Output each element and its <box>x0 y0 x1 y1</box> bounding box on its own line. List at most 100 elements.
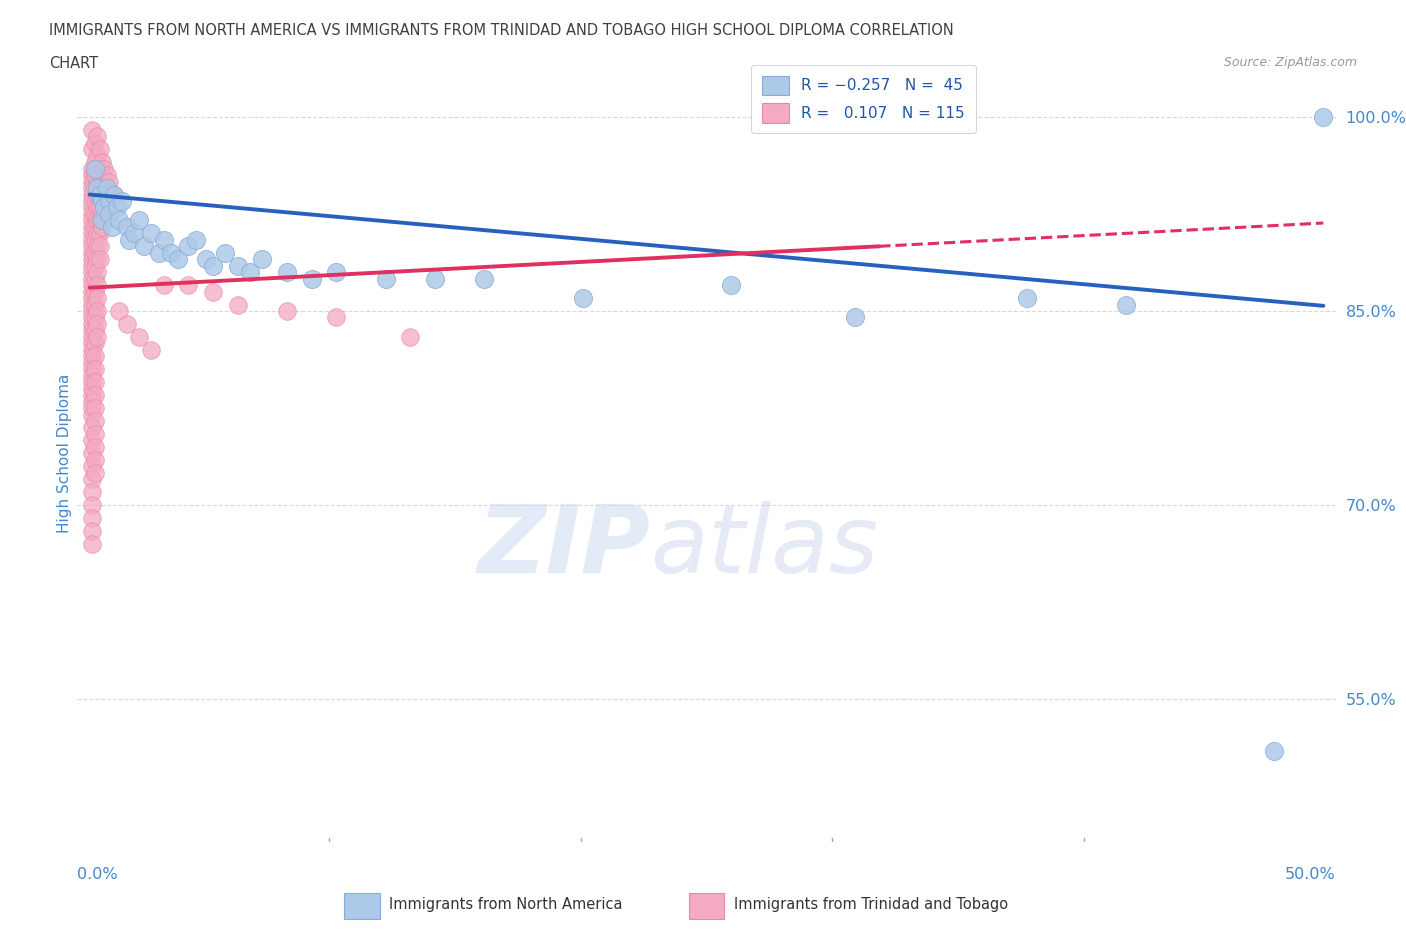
Text: Immigrants from North America: Immigrants from North America <box>389 897 623 912</box>
Point <box>86 187 108 202</box>
Point <box>82 336 104 351</box>
Point <box>89 252 111 267</box>
Point <box>82 323 104 338</box>
Point <box>1312 110 1334 125</box>
Point <box>374 272 396 286</box>
Point <box>108 303 131 318</box>
Point <box>86 291 108 306</box>
Point <box>83 246 105 260</box>
Point <box>276 265 298 280</box>
Point <box>83 161 105 176</box>
Point <box>91 193 114 208</box>
Point <box>98 187 121 202</box>
Point <box>101 219 124 234</box>
Point <box>86 180 108 195</box>
Point <box>141 226 163 241</box>
Y-axis label: High School Diploma: High School Diploma <box>56 374 72 533</box>
Point <box>91 213 114 228</box>
Point <box>96 180 118 195</box>
Point <box>82 355 104 370</box>
Point <box>82 368 104 383</box>
Point <box>82 297 104 312</box>
Text: IMMIGRANTS FROM NORTH AMERICA VS IMMIGRANTS FROM TRINIDAD AND TOBAGO HIGH SCHOOL: IMMIGRANTS FROM NORTH AMERICA VS IMMIGRA… <box>49 23 953 38</box>
Point <box>93 200 115 215</box>
Point <box>108 213 131 228</box>
Point <box>152 278 174 293</box>
Point <box>82 141 104 156</box>
Point <box>82 446 104 461</box>
Point <box>103 187 125 202</box>
Point <box>184 232 207 247</box>
Point <box>82 524 104 538</box>
Point <box>111 193 134 208</box>
Point <box>423 272 446 286</box>
Point <box>86 161 108 176</box>
Point <box>98 174 121 189</box>
Point <box>82 232 104 247</box>
Point <box>83 167 105 182</box>
Point <box>82 349 104 364</box>
Point <box>276 303 298 318</box>
Point <box>86 329 108 344</box>
Point <box>83 401 105 416</box>
Point <box>96 180 118 195</box>
Point <box>82 206 104 221</box>
Point <box>82 303 104 318</box>
Point <box>89 174 111 189</box>
Point <box>86 200 108 215</box>
Point <box>325 310 347 325</box>
Point <box>89 187 111 202</box>
Point <box>83 272 105 286</box>
Text: 0.0%: 0.0% <box>77 867 118 882</box>
Point <box>82 123 104 138</box>
Point <box>572 291 595 306</box>
Point <box>115 316 138 331</box>
Point <box>177 239 200 254</box>
Point <box>83 180 105 195</box>
Point <box>83 452 105 467</box>
Point <box>89 213 111 228</box>
Point <box>96 167 118 182</box>
Point <box>83 310 105 325</box>
Point <box>141 342 163 357</box>
Point <box>83 465 105 480</box>
Point <box>89 239 111 254</box>
Point <box>301 272 323 286</box>
Point <box>82 381 104 396</box>
Point <box>86 213 108 228</box>
Point <box>105 200 128 215</box>
Point <box>83 349 105 364</box>
Point <box>93 174 115 189</box>
Legend: R = −0.257   N =  45, R =   0.107   N = 115: R = −0.257 N = 45, R = 0.107 N = 115 <box>751 65 976 133</box>
Text: Immigrants from Trinidad and Tobago: Immigrants from Trinidad and Tobago <box>734 897 1008 912</box>
Point <box>89 187 111 202</box>
Point <box>82 401 104 416</box>
Point <box>83 136 105 151</box>
Point <box>83 375 105 390</box>
Point <box>82 167 104 182</box>
Text: atlas: atlas <box>650 501 879 592</box>
Point <box>82 187 104 202</box>
Point <box>91 193 114 208</box>
Point <box>82 498 104 512</box>
Point <box>83 259 105 273</box>
Point <box>325 265 347 280</box>
Point <box>83 362 105 377</box>
Point <box>122 226 145 241</box>
Point <box>83 427 105 442</box>
Point <box>82 291 104 306</box>
Point <box>83 232 105 247</box>
Point <box>82 246 104 260</box>
Point <box>202 285 225 299</box>
Point <box>86 148 108 163</box>
Point <box>82 252 104 267</box>
Point <box>82 375 104 390</box>
Point <box>82 433 104 448</box>
Point <box>86 174 108 189</box>
Point <box>89 226 111 241</box>
Point <box>82 342 104 357</box>
Point <box>82 310 104 325</box>
Point <box>252 252 274 267</box>
Point <box>160 246 183 260</box>
Point <box>82 239 104 254</box>
